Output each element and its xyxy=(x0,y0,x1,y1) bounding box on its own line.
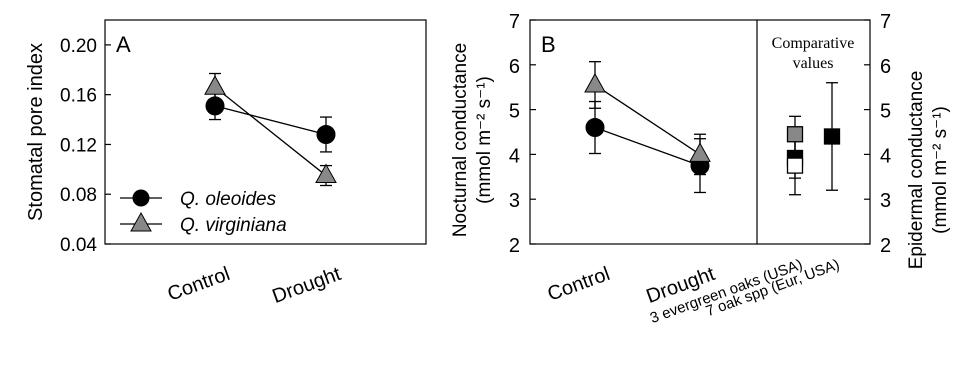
y-axis-label-right-line1: Epidermal conductance xyxy=(906,71,927,270)
series-a xyxy=(204,72,337,187)
series-virginiana-line xyxy=(214,86,327,177)
y-tick-label-b: 2 xyxy=(509,235,520,257)
series-b-triangle-point xyxy=(584,72,606,93)
y-tick-label-b-right: 6 xyxy=(880,56,891,78)
series-b-triangle-point xyxy=(689,142,711,162)
y-tick-label-b: 5 xyxy=(509,101,520,123)
x-tick-label-a: Control xyxy=(165,263,233,306)
y-tick-label-b-right: 5 xyxy=(880,101,891,123)
y-ticks-b: 2 3 4 5 6 7 xyxy=(509,11,536,257)
y-tick-label-b: 7 xyxy=(509,11,520,33)
legend-marker-virginiana xyxy=(130,211,152,232)
legend: Q. oleoides Q. virginiana xyxy=(120,189,287,236)
series-b xyxy=(584,61,711,194)
y-tick-label-b-right: 4 xyxy=(880,145,891,167)
legend-label-virginiana: Q. virginiana xyxy=(180,215,287,236)
y-axis-label-b-line1: Nocturnal conductance xyxy=(450,43,471,237)
panel-a: A Stomatal pore index 0.040.080.120.160.… xyxy=(25,19,427,308)
legend-marker-oleoides xyxy=(132,189,150,207)
comparative-title-line2: values xyxy=(793,55,834,72)
comparative-title-line1: Comparative xyxy=(772,35,855,52)
y-ticks-a: 0.04 0.08 0.12 0.16 0.20 xyxy=(60,36,111,256)
series-oleoides-point xyxy=(316,124,336,144)
comparative-point xyxy=(786,157,804,174)
panel-b: B Comparative values Nocturnal conductan… xyxy=(450,11,951,327)
x-tick-labels-a: Control Drought xyxy=(165,263,345,308)
series-virginiana-point xyxy=(204,75,226,95)
y-tick-label-a: 0.12 xyxy=(60,135,97,156)
y-tick-label-b-right: 7 xyxy=(880,11,891,33)
panel-letter-a: A xyxy=(116,32,131,57)
y-tick-label-a: 0.20 xyxy=(60,36,97,57)
x-tick-label-b: Control xyxy=(545,263,613,306)
y-tick-label-b: 4 xyxy=(509,145,520,167)
y-axis-label-right-line2: (mmol m⁻² s⁻¹) xyxy=(930,106,951,234)
y-ticks-b-right: 2 3 4 5 6 7 xyxy=(864,11,891,257)
series-oleoides-line xyxy=(214,105,327,136)
panel-letter-b: B xyxy=(541,32,556,57)
y-tick-label-b: 3 xyxy=(509,190,520,212)
legend-label-oleoides: Q. oleoides xyxy=(180,189,277,210)
y-tick-label-a: 0.04 xyxy=(60,235,97,256)
plot-frame-a xyxy=(104,19,427,245)
x-tick-label-a: Drought xyxy=(269,263,344,308)
y-tick-label-a: 0.08 xyxy=(60,185,97,206)
y-axis-label-b-line2: (mmol m⁻² s⁻¹) xyxy=(474,76,495,204)
y-axis-label-a: Stomatal pore index xyxy=(25,43,47,221)
y-tick-label-a: 0.16 xyxy=(60,86,97,107)
y-tick-label-b: 6 xyxy=(509,56,520,78)
comparative-points xyxy=(786,82,841,196)
plot-frame-b xyxy=(529,19,871,245)
series-virginiana-point xyxy=(315,163,337,184)
series-b-circle-line xyxy=(594,126,701,167)
y-tick-label-b-right: 2 xyxy=(880,235,891,257)
series-b-circle-point xyxy=(585,118,605,138)
comparative-point xyxy=(786,126,804,143)
y-tick-label-b-right: 3 xyxy=(880,190,891,212)
series-b-triangle-line xyxy=(594,84,701,155)
comparative-point xyxy=(823,128,841,145)
